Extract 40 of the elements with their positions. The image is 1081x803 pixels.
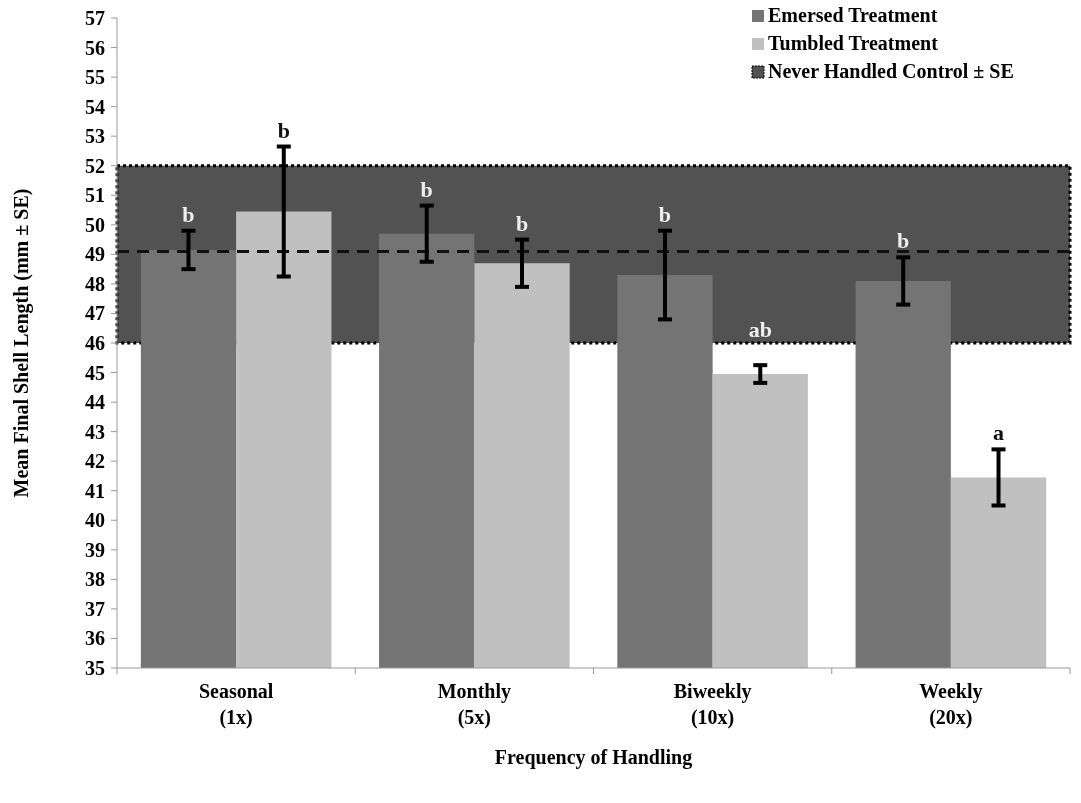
y-tick-label: 39 <box>85 538 105 561</box>
data-label: b <box>897 228 910 254</box>
y-tick-label: 38 <box>85 568 105 591</box>
y-tick-label: 40 <box>85 509 105 532</box>
y-tick-label: 41 <box>85 479 105 502</box>
legend-label: Never Handled Control ± SE <box>768 60 1014 82</box>
legend-label: Tumbled Treatment <box>768 32 939 54</box>
data-label: b <box>277 117 290 143</box>
y-tick-label: 47 <box>85 302 105 325</box>
data-label: a <box>993 420 1005 446</box>
y-tick-label: 50 <box>85 213 105 236</box>
x-tick-label: Monthly (5x) <box>437 680 512 729</box>
y-tick-label: 43 <box>85 420 105 443</box>
y-tick-label: 45 <box>85 361 105 384</box>
legend-label: Emersed Treatment <box>768 4 938 26</box>
x-tick-label: Seasonal (1x) <box>198 680 274 729</box>
y-tick-label: 54 <box>85 95 105 118</box>
y-tick-label: 52 <box>85 154 105 177</box>
y-tick-label: 49 <box>85 243 105 266</box>
y-tick-label: 35 <box>85 657 105 679</box>
y-tick-label: 37 <box>85 597 105 620</box>
y-tick-label: 56 <box>85 36 105 59</box>
y-tick-label: 42 <box>85 450 105 473</box>
y-tick-label: 51 <box>85 184 105 207</box>
y-axis-title: Mean Final Shell Length (mm ± SE) <box>10 188 33 498</box>
x-axis-title: Frequency of Handling <box>494 746 693 769</box>
data-label: b <box>515 210 529 236</box>
y-tick-label: 57 <box>85 7 105 29</box>
x-tick-label: Weekly (20x) <box>919 680 983 729</box>
data-label: ab <box>748 317 772 342</box>
y-tick-label: 55 <box>85 66 105 89</box>
data-label: b <box>182 201 195 227</box>
y-tick-label: 48 <box>85 272 105 295</box>
y-tick-label: 36 <box>85 627 105 650</box>
x-tick-label: Biweekly (10x) <box>673 680 752 729</box>
y-tick-label: 53 <box>85 125 105 148</box>
y-tick-label: 44 <box>85 391 105 414</box>
y-tick-label: 46 <box>85 332 105 354</box>
data-label: b <box>658 201 672 227</box>
data-label: b <box>420 176 433 202</box>
